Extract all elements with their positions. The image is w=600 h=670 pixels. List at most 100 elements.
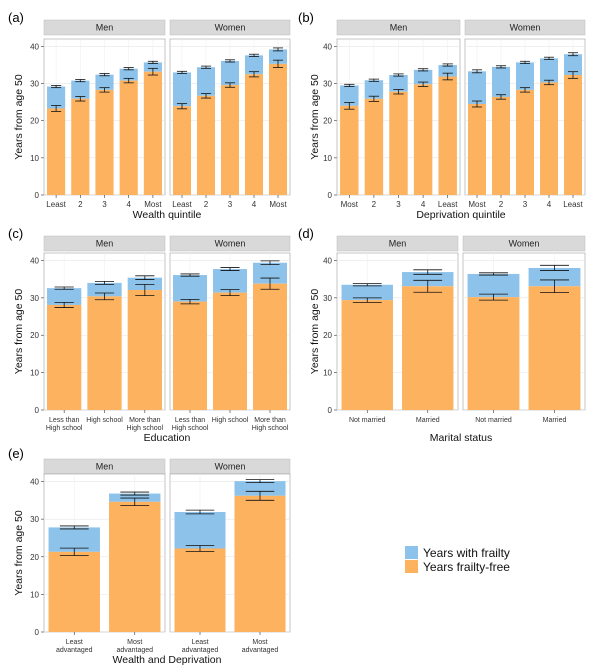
bar-frailty-free bbox=[341, 300, 393, 410]
facet-strip bbox=[169, 235, 291, 252]
chart-panel-4: (e) 0 10 20 30 40 Years from age 50 Wealth and … bbox=[8, 446, 291, 666]
y-tick-label: 30 bbox=[323, 80, 332, 89]
bar-frailty bbox=[173, 72, 191, 107]
bar-frailty bbox=[467, 273, 520, 298]
facet-women: Women Most 2 3 4 Least bbox=[464, 19, 586, 209]
error-bar-free bbox=[478, 293, 509, 301]
bar-frailty-free bbox=[269, 63, 287, 196]
error-bar-total bbox=[539, 264, 570, 271]
facet-men: Men Most 2 3 4 Least bbox=[336, 19, 461, 209]
bar-frailty-free bbox=[47, 304, 82, 410]
error-bar-total bbox=[200, 65, 212, 69]
bar-frailty-free bbox=[340, 105, 359, 195]
x-tick-label: Less than High school bbox=[172, 417, 209, 432]
x-axis-title: Wealth and Deprivation bbox=[113, 654, 222, 666]
error-bar-total bbox=[135, 275, 155, 280]
bar-frailty-free bbox=[413, 84, 433, 195]
error-bar-total bbox=[185, 509, 215, 515]
bar-frailty-free bbox=[468, 104, 486, 195]
y-tick-label: 10 bbox=[30, 590, 39, 599]
error-bar-free bbox=[248, 71, 260, 78]
bar-frailty bbox=[127, 277, 162, 291]
error-bar-free bbox=[368, 95, 380, 102]
error-bar-total bbox=[224, 59, 236, 63]
x-tick-label: Most advantaged bbox=[242, 639, 279, 654]
x-tick-label: Most bbox=[144, 200, 162, 209]
bar-frailty-free bbox=[127, 290, 162, 410]
x-tick-label: Married bbox=[416, 417, 440, 424]
bar-frailty-free bbox=[173, 301, 207, 410]
x-tick-label: Most bbox=[468, 200, 486, 209]
error-bar-total bbox=[543, 56, 555, 60]
bar-frailty bbox=[516, 62, 534, 90]
error-bar-total bbox=[413, 269, 443, 275]
error-bar-total bbox=[471, 69, 483, 74]
x-tick-label: 2 bbox=[499, 200, 504, 209]
error-bar-total bbox=[123, 67, 134, 71]
error-bar-free bbox=[54, 301, 74, 308]
bar-frailty bbox=[245, 55, 263, 75]
x-tick-label: Most advantaged bbox=[116, 639, 153, 654]
x-tick-label: Most bbox=[341, 200, 359, 209]
bar-frailty bbox=[234, 481, 286, 496]
error-bar-total bbox=[245, 479, 275, 484]
error-bar-total bbox=[220, 267, 240, 271]
y-tick-label: 40 bbox=[30, 478, 39, 487]
x-tick-label: 2 bbox=[204, 200, 209, 209]
x-tick-label: Married bbox=[543, 417, 567, 424]
error-bar-free bbox=[442, 72, 453, 81]
x-tick-label: Most bbox=[269, 200, 287, 209]
error-bar-free bbox=[51, 105, 62, 112]
bar-frailty-free bbox=[95, 89, 114, 195]
bar-frailty-free bbox=[173, 106, 191, 195]
bar-frailty bbox=[173, 275, 207, 302]
x-tick-label: 3 bbox=[523, 200, 528, 209]
y-tick-label: 30 bbox=[30, 80, 39, 89]
error-bar-total bbox=[54, 286, 74, 290]
y-tick-label: 30 bbox=[323, 294, 332, 303]
bar-frailty bbox=[119, 68, 138, 81]
x-tick-label: Least bbox=[438, 200, 458, 209]
facet-strip bbox=[464, 19, 586, 36]
y-tick-label: 30 bbox=[30, 515, 39, 524]
error-bar-total bbox=[519, 60, 531, 64]
error-bar-free bbox=[224, 82, 236, 88]
error-bar-total bbox=[94, 281, 115, 285]
error-bar-total bbox=[344, 83, 355, 87]
error-bar-total bbox=[176, 70, 188, 74]
chart-panel-3: (d) 0 10 20 30 40 Years from age 50 Marital sta… bbox=[298, 226, 586, 444]
legend-label-frailty: Years with frailty bbox=[423, 546, 510, 560]
x-tick-label: 3 bbox=[396, 200, 401, 209]
x-tick-label: 2 bbox=[78, 200, 83, 209]
error-bar-free bbox=[176, 103, 188, 110]
bar-frailty-free bbox=[48, 551, 100, 632]
facet-strip-label: Women bbox=[215, 462, 246, 472]
x-tick-label: Least advantaged bbox=[182, 639, 219, 654]
bar-frailty-free bbox=[438, 76, 457, 195]
bar-frailty bbox=[492, 66, 510, 97]
y-tick-label: 40 bbox=[30, 256, 39, 265]
bar-frailty-free bbox=[213, 292, 247, 410]
facet-strip bbox=[336, 235, 459, 252]
y-axis-title: Years from age 50 bbox=[13, 74, 25, 160]
x-tick-label: Least advantaged bbox=[56, 639, 93, 654]
error-bar-total bbox=[417, 68, 429, 72]
error-bar-total bbox=[59, 525, 89, 530]
bar-frailty-free bbox=[540, 82, 558, 195]
y-tick-label: 40 bbox=[30, 42, 39, 51]
bar-frailty-free bbox=[174, 548, 226, 632]
bar-frailty bbox=[341, 284, 393, 301]
x-tick-label: More than High school bbox=[252, 417, 289, 432]
error-bar-total bbox=[567, 52, 579, 57]
facet-strip-label: Men bbox=[390, 23, 408, 33]
x-tick-label: 4 bbox=[126, 200, 131, 209]
y-tick-label: 0 bbox=[35, 191, 40, 200]
error-bar-total bbox=[368, 78, 380, 82]
error-bar-free bbox=[147, 67, 158, 76]
error-bar-free bbox=[539, 279, 570, 294]
error-bar-free bbox=[519, 87, 531, 93]
x-tick-label: High school bbox=[212, 417, 249, 424]
x-tick-label: 4 bbox=[252, 200, 257, 209]
